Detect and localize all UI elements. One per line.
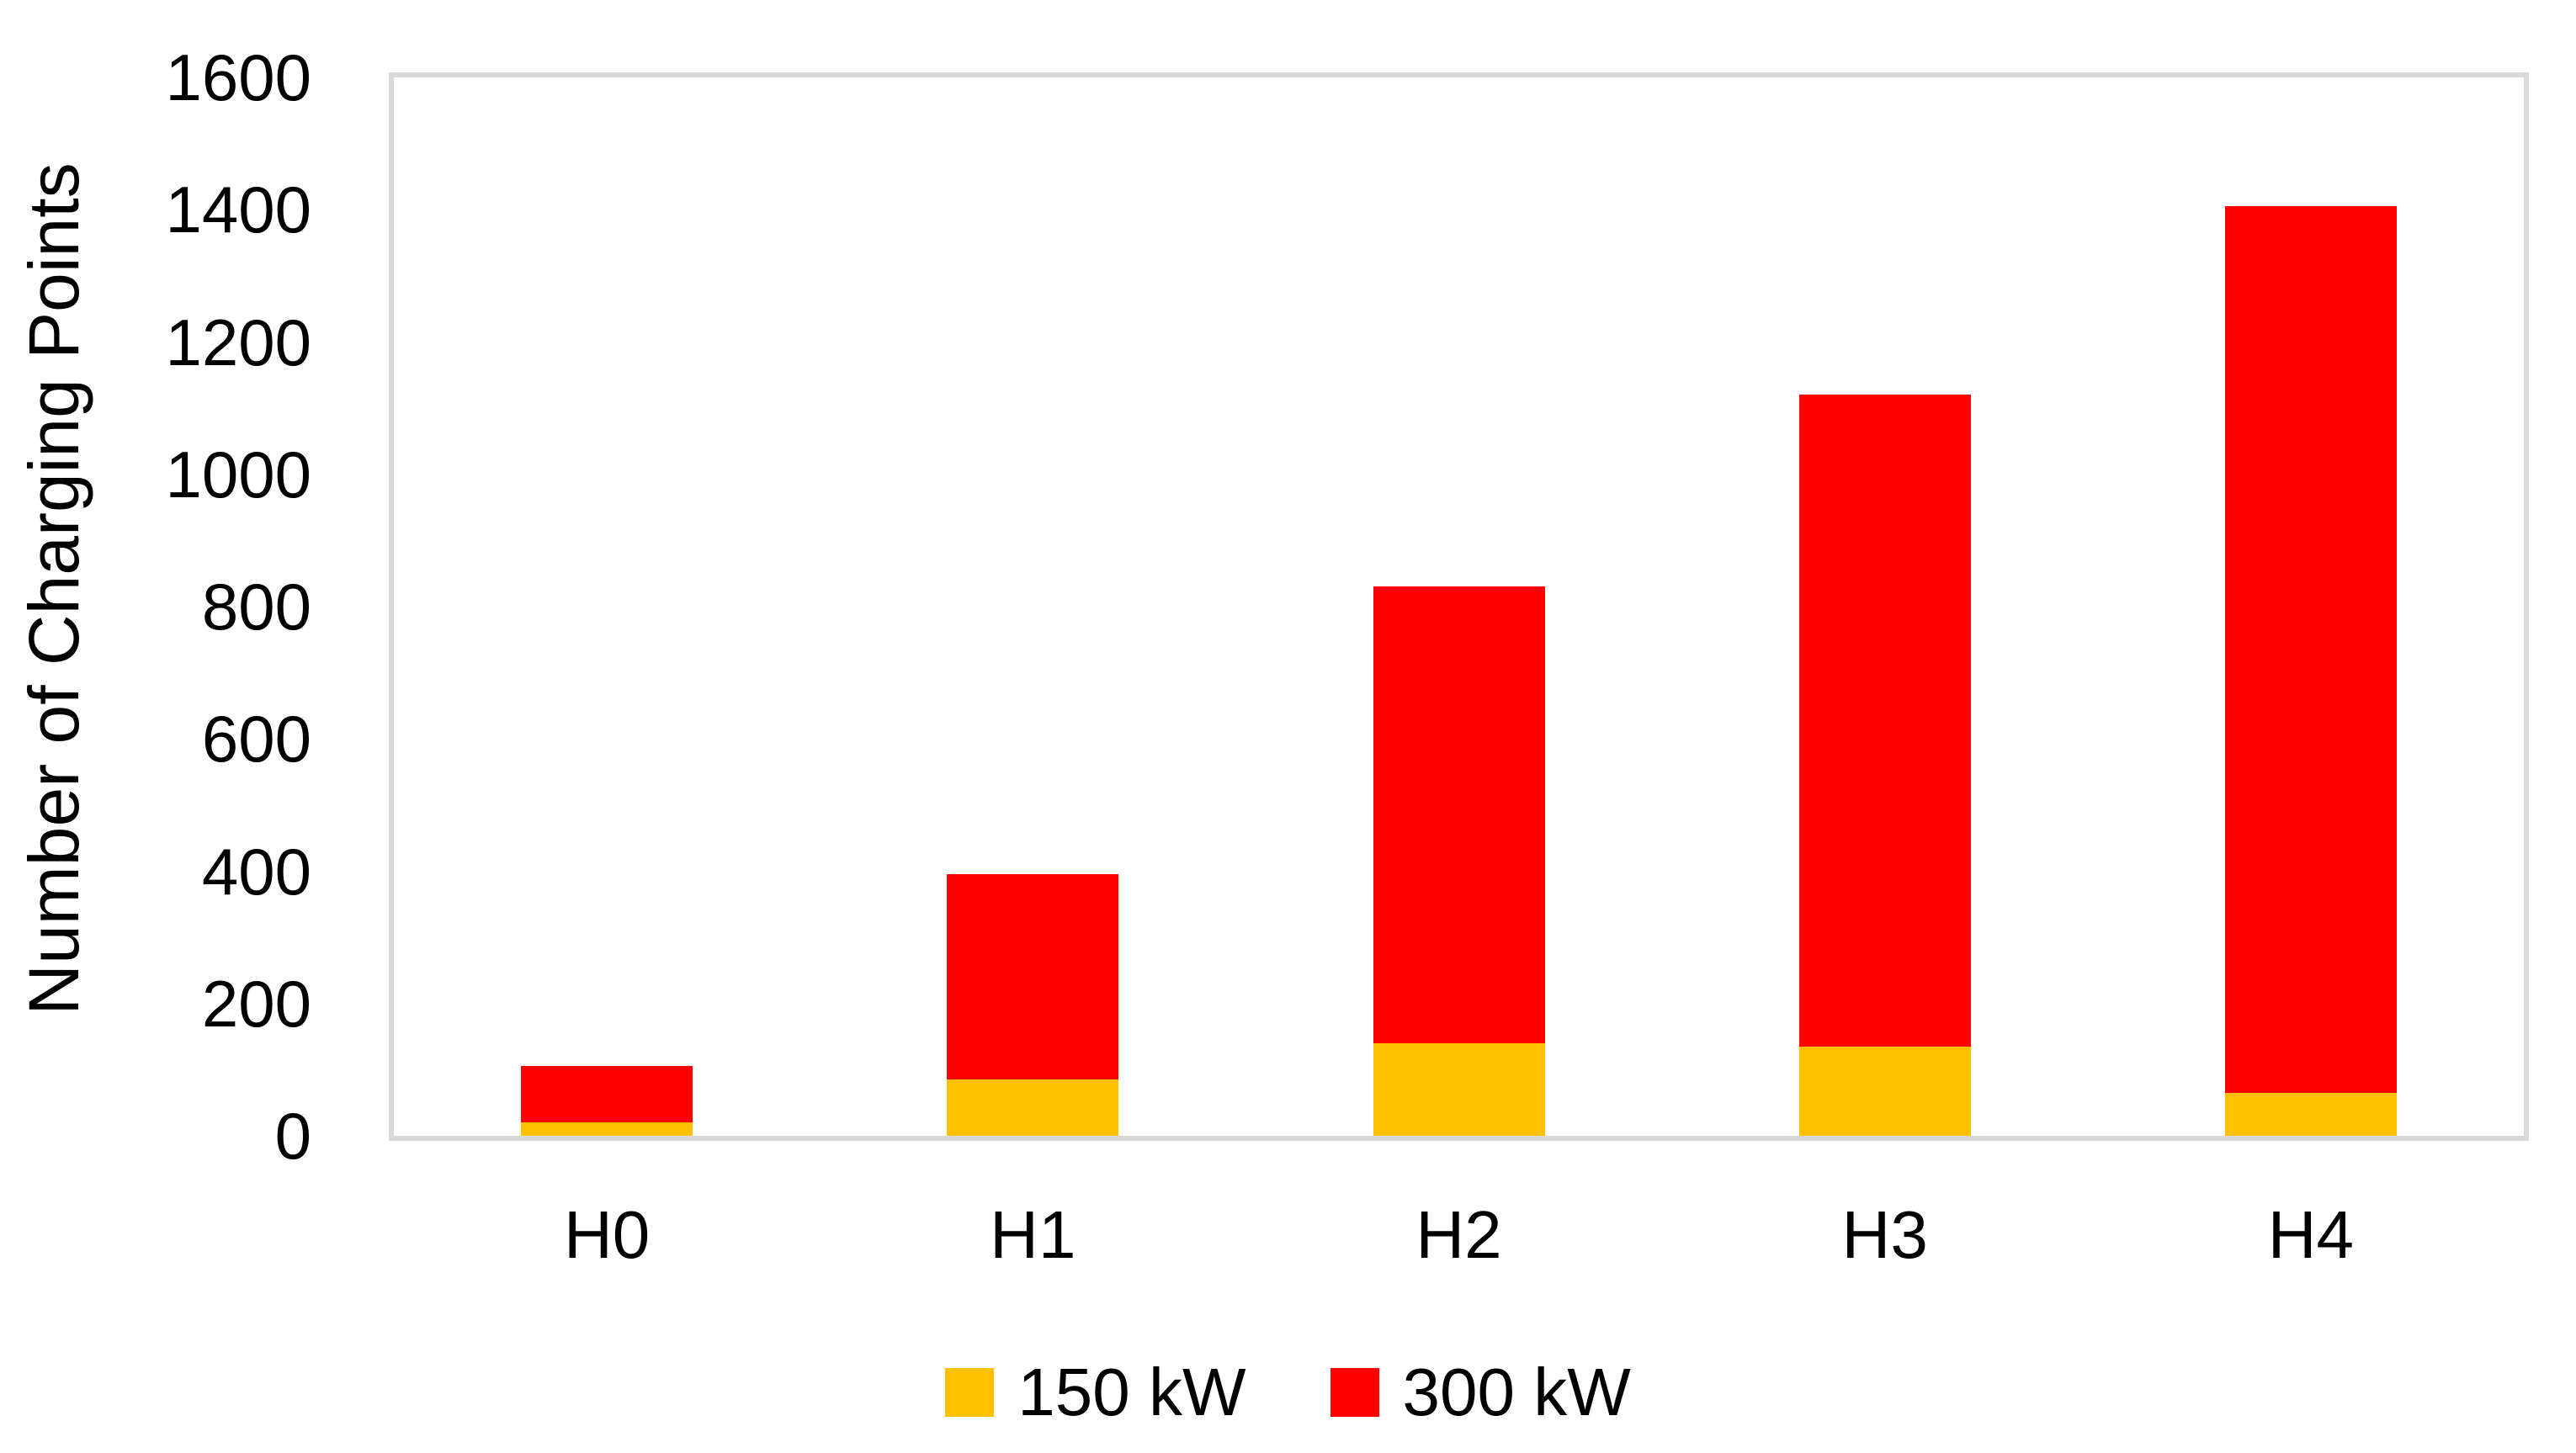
x-tick-label-h2: H2 [1415,1197,1502,1272]
legend-swatch-150-kw [945,1368,995,1417]
bar-segment-300-kw-H4 [2224,206,2397,1093]
bar-segment-150-kw-H2 [1373,1042,1545,1136]
legend-label: 300 kW [1402,1355,1631,1429]
legend-label: 150 kW [1017,1355,1246,1429]
x-tick-label-h1: H1 [990,1197,1076,1272]
bar-segment-150-kw-H1 [947,1079,1119,1136]
y-tick-label: 800 [201,570,311,644]
y-tick-label: 600 [201,702,311,777]
y-tick-label: 0 [274,1099,311,1173]
y-tick-label: 200 [201,966,311,1041]
bar-segment-150-kw-H4 [2224,1092,2397,1136]
legend-item-150-kw: 150 kW [945,1359,1246,1426]
y-tick-label: 400 [201,834,311,909]
y-tick-label: 1000 [165,437,311,512]
y-tick-label: 1400 [165,172,311,247]
legend-swatch-300-kw [1330,1368,1379,1417]
x-tick-label-h3: H3 [1841,1197,1928,1272]
bar-segment-300-kw-H0 [521,1066,693,1123]
y-tick-label: 1600 [165,40,311,114]
plot-area [389,72,2529,1141]
legend-item-300-kw: 300 kW [1330,1359,1631,1426]
bar-segment-300-kw-H1 [947,874,1119,1080]
bar-segment-300-kw-H3 [1798,395,1971,1047]
x-tick-label-h4: H4 [2267,1197,2355,1272]
bar-segment-150-kw-H3 [1798,1046,1971,1136]
y-axis-tick-labels: 0 200 400 600 800 1000 1200 1400 1600 [0,0,311,1453]
legend: 150 kW 300 kW [0,1342,2576,1443]
bar-segment-300-kw-H2 [1373,586,1545,1043]
y-tick-label: 1200 [165,305,311,379]
x-tick-label-h0: H0 [563,1197,651,1272]
bar-segment-150-kw-H0 [521,1122,693,1136]
